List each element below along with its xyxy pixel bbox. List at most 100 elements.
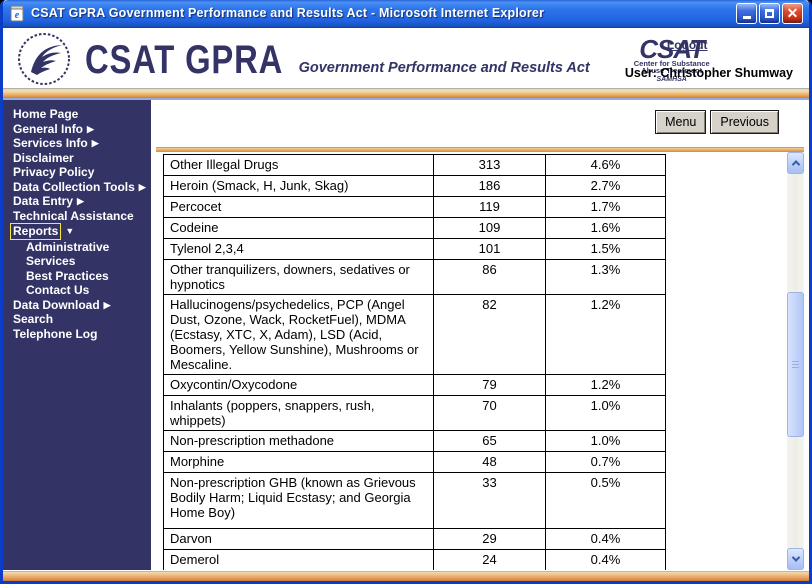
cell-pct: 1.0%: [545, 430, 666, 452]
cell-pct: 1.2%: [545, 374, 666, 396]
cell-pct: 1.3%: [545, 259, 666, 295]
cell-count: 24: [433, 549, 546, 570]
cell-count: 186: [433, 175, 546, 197]
table-row: Heroin (Smack, H, Junk, Skag) 186 2.7%: [163, 175, 666, 197]
svg-text:e: e: [15, 10, 20, 21]
drug-table-body: Other Illegal Drugs 313 4.6% Heroin (Smack,…: [163, 154, 666, 570]
cell-drug: Morphine: [163, 451, 434, 473]
cell-drug: Other tranquilizers, downers, sedatives …: [163, 259, 434, 295]
cell-pct: 4.6%: [545, 154, 666, 176]
table-row: Oxycontin/Oxycodone 79 1.2%: [163, 374, 666, 396]
cell-count: 101: [433, 238, 546, 260]
cell-pct: 0.7%: [545, 451, 666, 473]
sidebar-item-disclaimer[interactable]: Disclaimer: [13, 150, 74, 165]
table-row: Inhalants (poppers, snappers, rush, whip…: [163, 395, 666, 431]
cell-drug: Codeine: [163, 217, 434, 239]
cell-drug: Other Illegal Drugs: [163, 154, 434, 176]
footer-bar: [3, 571, 809, 581]
sidebar-item-best-practices[interactable]: Best Practices: [26, 268, 109, 283]
content-divider-rule: [156, 147, 804, 152]
chevron-up-icon: [791, 160, 800, 169]
cell-count: 29: [433, 528, 546, 550]
cell-count: 65: [433, 430, 546, 452]
cell-drug: Tylenol 2,3,4: [163, 238, 434, 260]
brand-tagline: Government Performance and Results Act: [298, 60, 590, 76]
logout-link[interactable]: Logout: [666, 38, 708, 52]
cell-count: 82: [433, 294, 546, 375]
table-row: Hallucinogens/psychedelics, PCP (Angel D…: [163, 294, 666, 375]
cell-count: 313: [433, 154, 546, 176]
cell-drug: Inhalants (poppers, snappers, rush, whip…: [163, 395, 434, 431]
brand-title: CSAT GPRA: [85, 38, 284, 82]
cell-pct: 1.5%: [545, 238, 666, 260]
cell-pct: 1.0%: [545, 395, 666, 431]
content-area: Menu Previous Other Illegal Drugs 313 4.6%…: [151, 100, 809, 570]
sidebar-item-data-entry[interactable]: Data Entry ▶: [13, 194, 84, 208]
cell-count: 119: [433, 196, 546, 218]
table-row: Morphine 48 0.7%: [163, 451, 666, 473]
sidebar-nav: Home Page General Info ▶ Services Info ▶ Disc…: [3, 100, 151, 570]
table-row: Other Illegal Drugs 313 4.6%: [163, 154, 666, 176]
brand: CSAT GPRA Government Performance and Res…: [85, 38, 590, 82]
cell-drug: Percocet: [163, 196, 434, 218]
page-header: CSAT GPRA Government Performance and Res…: [3, 28, 809, 88]
chevron-down-icon: [791, 553, 800, 562]
hhs-eagle-logo: [17, 32, 71, 86]
table-row: Non-prescription GHB (known as Grievous …: [163, 472, 666, 529]
cell-drug: Non-prescription methadone: [163, 430, 434, 452]
cell-drug: Demerol: [163, 549, 434, 570]
cell-pct: 0.4%: [545, 528, 666, 550]
cell-pct: 1.6%: [545, 217, 666, 239]
sidebar-item-privacy-policy[interactable]: Privacy Policy: [13, 165, 95, 179]
minimize-button[interactable]: [736, 2, 757, 24]
sidebar-item-administrative-services[interactable]: Administrative Services: [26, 239, 110, 269]
cell-drug: Non-prescription GHB (known as Grievous …: [163, 472, 434, 529]
title-bar: e CSAT GPRA Government Performance and R…: [3, 0, 809, 28]
table-row: Tylenol 2,3,4 101 1.5%: [163, 238, 666, 260]
close-button[interactable]: ✕: [782, 2, 803, 24]
menu-button[interactable]: Menu: [655, 110, 707, 134]
submenu-arrow-icon: ▶: [91, 138, 99, 148]
cell-count: 109: [433, 217, 546, 239]
cell-count: 86: [433, 259, 546, 295]
sidebar-item-services-info[interactable]: Services Info ▶: [13, 136, 99, 150]
sidebar-item-telephone-log[interactable]: Telephone Log: [13, 326, 98, 341]
scroll-down-button[interactable]: [787, 548, 804, 570]
window-title: CSAT GPRA Government Performance and Res…: [31, 6, 545, 20]
scrollbar-thumb[interactable]: [787, 292, 804, 437]
cell-pct: 0.4%: [545, 549, 666, 570]
header-divider-bar: [3, 88, 809, 100]
table-row: Non-prescription methadone 65 1.0%: [163, 430, 666, 452]
cell-drug: Oxycontin/Oxycodone: [163, 374, 434, 396]
sidebar-item-data-collection-tools[interactable]: Data Collection Tools ▶: [13, 179, 146, 194]
scroll-up-button[interactable]: [787, 152, 804, 174]
table-row: Demerol 24 0.4%: [163, 549, 666, 570]
toolbar: Menu Previous: [151, 100, 809, 134]
table-row: Darvon 29 0.4%: [163, 528, 666, 550]
table-row: Other tranquilizers, downers, sedatives …: [163, 259, 666, 295]
sidebar-item-reports[interactable]: Reports ▼: [3, 223, 151, 240]
table-row: Codeine 109 1.6%: [163, 217, 666, 239]
cell-pct: 0.5%: [545, 472, 666, 529]
sidebar-item-search[interactable]: Search: [13, 312, 54, 326]
expanded-arrow-icon: ▼: [65, 226, 75, 236]
submenu-arrow-icon: ▶: [87, 123, 94, 134]
maximize-button[interactable]: [759, 2, 780, 24]
submenu-arrow-icon: ▶: [77, 196, 84, 206]
sidebar-item-contact-us[interactable]: Contact Us: [26, 283, 90, 297]
table-row: Percocet 119 1.7%: [163, 196, 666, 218]
vertical-scrollbar[interactable]: [787, 152, 804, 570]
user-label: User: Christopher Shumway: [624, 66, 793, 80]
internet-explorer-icon: e: [9, 5, 26, 22]
sidebar-item-data-download[interactable]: Data Download ▶: [13, 297, 111, 312]
sidebar-item-home-page[interactable]: Home Page: [13, 107, 79, 121]
cell-drug: Heroin (Smack, H, Junk, Skag): [163, 175, 434, 197]
previous-button[interactable]: Previous: [710, 110, 779, 134]
table-viewport: Other Illegal Drugs 313 4.6% Heroin (Smack,…: [151, 152, 787, 570]
sidebar-item-general-info[interactable]: General Info ▶: [13, 121, 94, 136]
cell-drug: Darvon: [163, 528, 434, 550]
sidebar-item-technical-assistance[interactable]: Technical Assistance: [13, 208, 134, 223]
cell-count: 33: [433, 472, 546, 529]
submenu-arrow-icon: ▶: [103, 299, 111, 310]
